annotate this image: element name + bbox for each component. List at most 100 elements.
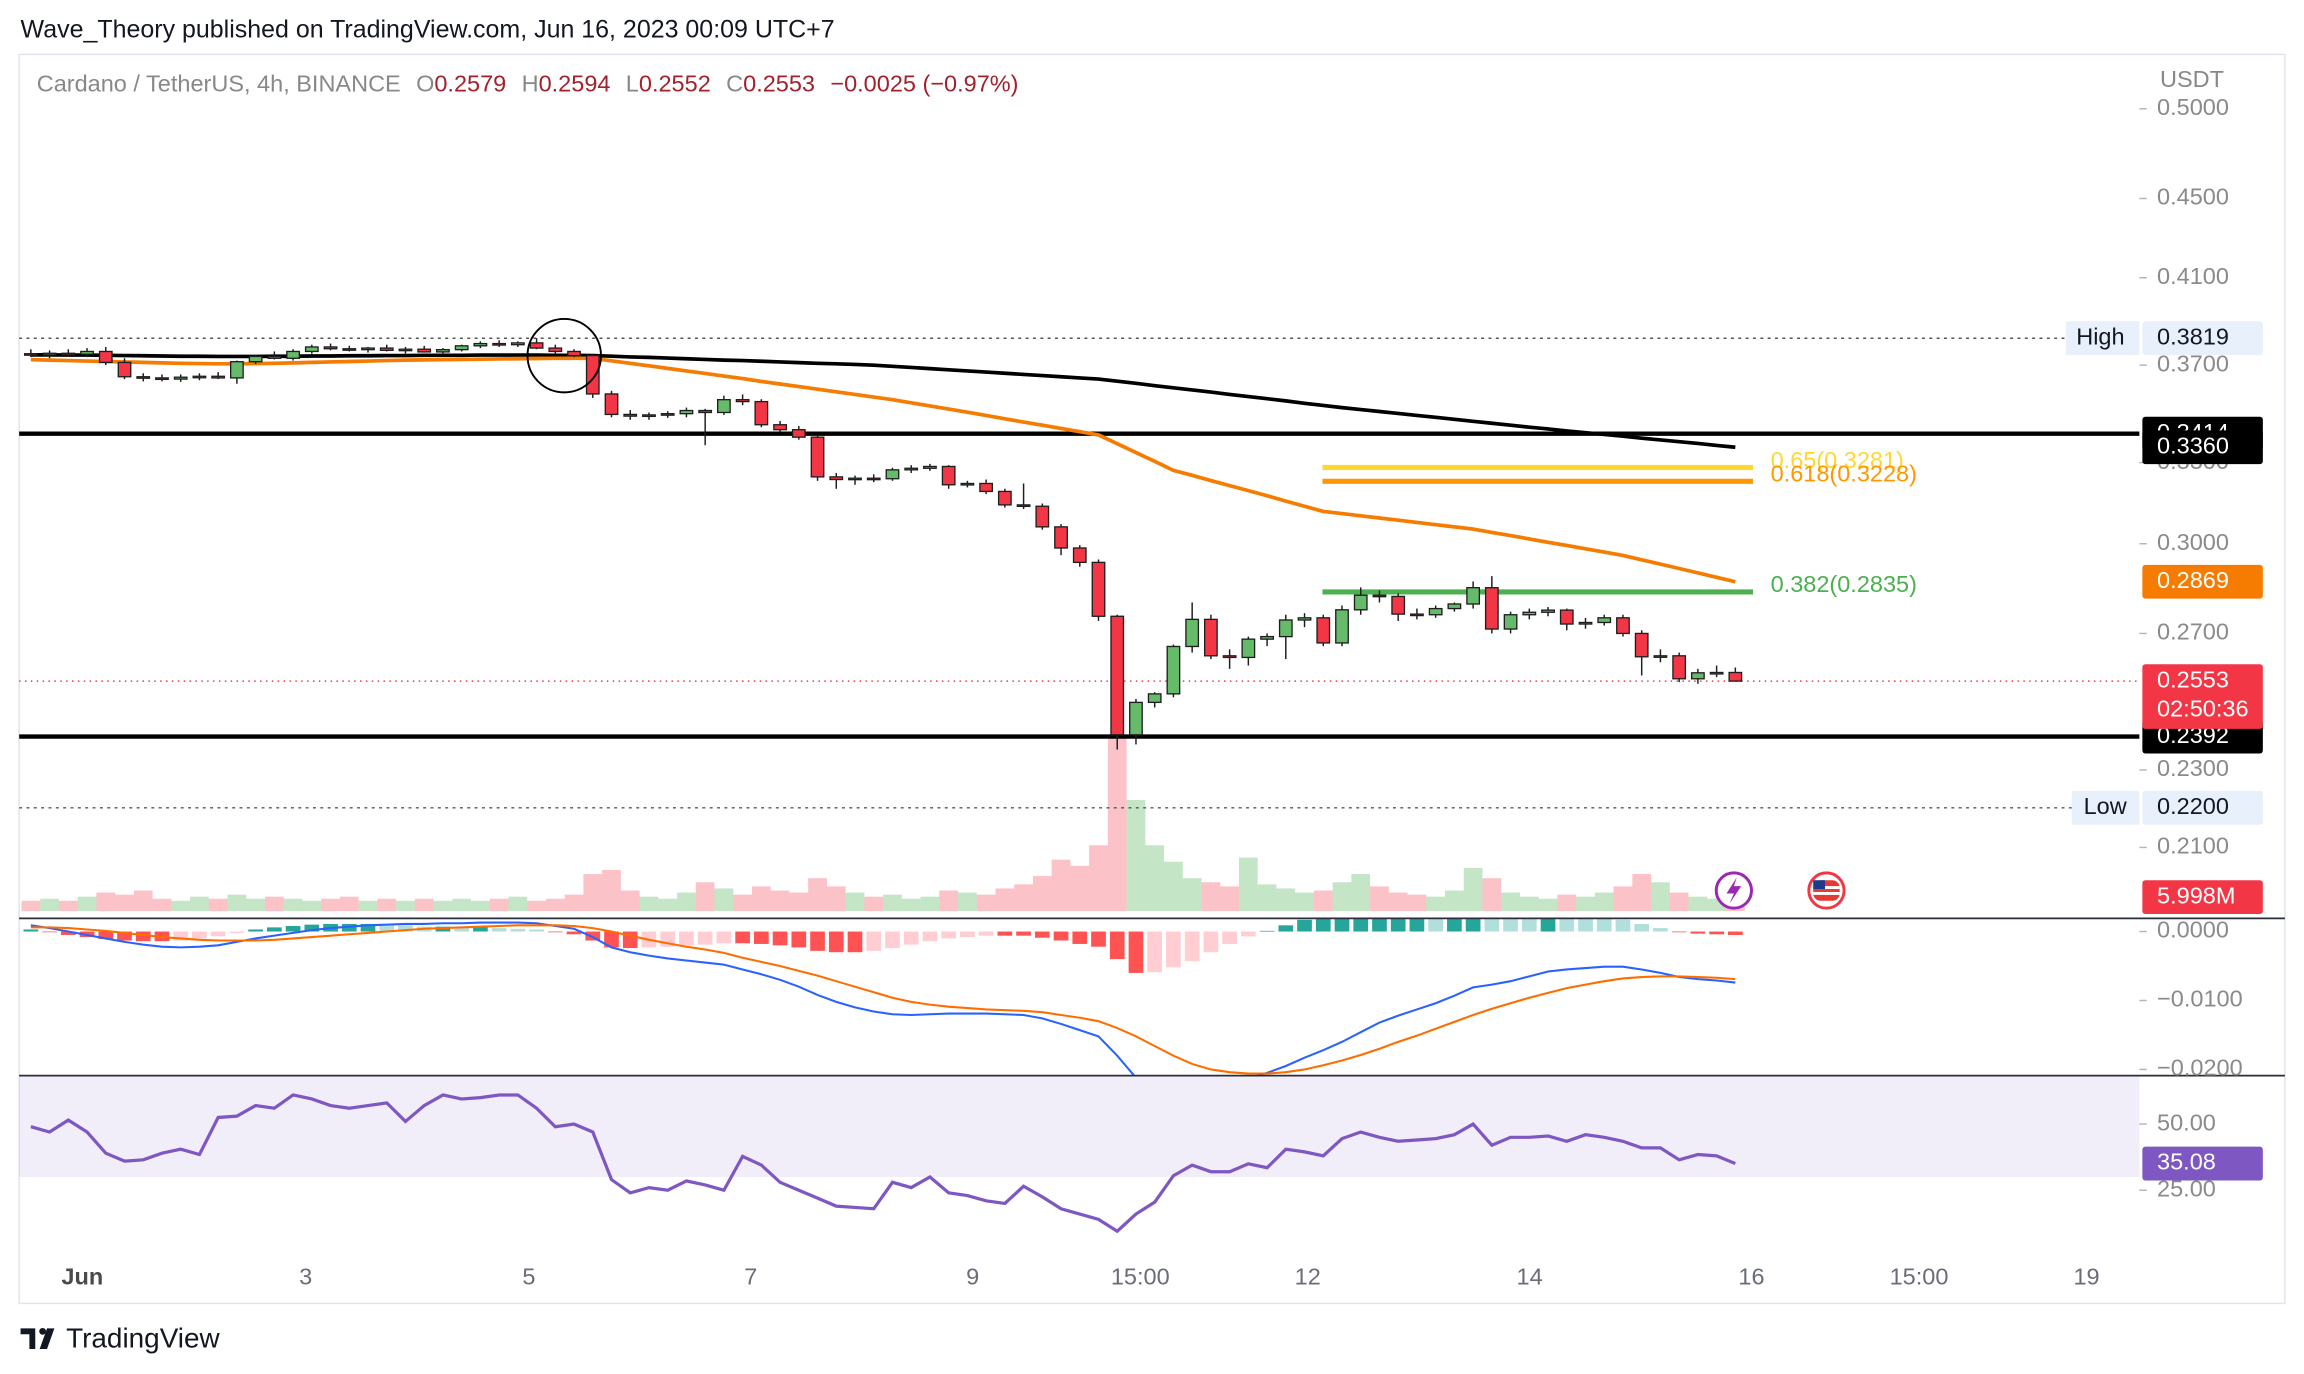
volume-bar	[40, 898, 59, 912]
macd-histogram-bar	[341, 923, 357, 932]
rsi-line	[30, 1093, 1736, 1234]
ma-value: 0.3360	[2157, 432, 2229, 458]
volume-bar	[1313, 890, 1333, 912]
volume-bar	[639, 896, 659, 912]
volume-bar	[1126, 799, 1146, 912]
macd-line	[30, 924, 1736, 1075]
macd-histogram-bar	[922, 931, 938, 942]
volume-bar	[171, 900, 191, 912]
candle-body	[716, 399, 731, 414]
candle-body	[42, 352, 57, 356]
volume-bar	[1276, 888, 1296, 912]
high-value-box	[2142, 321, 2263, 356]
candle-body	[1634, 632, 1649, 658]
candle-body	[417, 348, 432, 353]
logo-text: TradingView	[66, 1323, 220, 1354]
volume-bar	[1201, 882, 1221, 912]
macd-histogram-bar	[604, 931, 619, 948]
candle-body	[1447, 603, 1462, 610]
candle-body	[1091, 561, 1106, 617]
legend-letter: O	[416, 70, 434, 96]
candle-body	[791, 429, 806, 438]
macd-histogram-bar	[1671, 931, 1687, 933]
candle-body	[248, 355, 263, 363]
candle-body	[1297, 617, 1312, 621]
macd-histogram-bar	[679, 931, 694, 946]
volume-bar	[583, 874, 603, 912]
macd-histogram-bar	[960, 931, 975, 938]
y-tick-label: 0.2700	[2157, 619, 2229, 645]
volume-bar	[1557, 894, 1577, 912]
legend-open: 0.2579	[434, 70, 506, 96]
candle-body	[286, 350, 300, 359]
candle-body	[1578, 621, 1593, 625]
candle-body	[80, 350, 94, 355]
flag-stripe	[1813, 886, 1840, 890]
ma-value-box	[2142, 430, 2263, 465]
volume-bar	[152, 898, 172, 912]
volume-bar	[396, 900, 415, 912]
macd-histogram-bar	[1428, 918, 1444, 932]
candle-body	[529, 342, 544, 349]
macd-histogram-bar	[1634, 923, 1650, 932]
macd-histogram-bar	[1315, 918, 1331, 932]
macd-histogram-bar	[1690, 931, 1706, 934]
y-tick-label: 0.2100	[2157, 833, 2229, 859]
macd-histogram-bar	[1147, 931, 1163, 973]
candle-body	[1503, 614, 1518, 630]
candle-body	[323, 346, 338, 350]
macd-histogram-bar	[398, 925, 413, 932]
macd-histogram-bar	[23, 929, 39, 932]
volume-bar	[302, 900, 322, 912]
x-tick-label: 16	[1738, 1264, 1764, 1290]
volume-bar	[995, 888, 1015, 912]
macd-histogram-bar	[1241, 931, 1256, 937]
axis-layer: 0.50000.45000.41000.37000.33000.30000.27…	[61, 94, 2263, 1290]
macd-histogram-bar	[1222, 931, 1237, 944]
event-icon[interactable]	[1807, 871, 1846, 910]
candle-body	[923, 465, 937, 469]
candle-body	[773, 424, 787, 431]
volume-bar	[452, 898, 472, 912]
macd-histogram-bar	[529, 929, 544, 932]
indicator-icon[interactable]	[1714, 871, 1753, 910]
macd-histogram-bar	[173, 931, 189, 941]
candle-body	[1541, 609, 1555, 613]
macd-histogram-bar	[435, 926, 451, 932]
macd-layer	[23, 918, 1743, 1076]
volume-bar	[1182, 878, 1202, 912]
candle-body	[1147, 693, 1162, 704]
macd-histogram-bar	[1596, 918, 1612, 932]
candle-body	[1222, 655, 1237, 659]
macd-histogram-bar	[866, 931, 882, 951]
flag-stripe	[1813, 891, 1840, 895]
volume-bar	[564, 894, 584, 912]
lightning[interactable]	[1726, 877, 1742, 904]
volume-bar	[958, 892, 977, 912]
volume-bar	[339, 896, 359, 912]
y-tick-label: 0.0000	[2157, 917, 2229, 943]
volume-bar	[620, 890, 640, 912]
volume-bar	[733, 894, 752, 912]
macd-histogram-bar	[1184, 931, 1200, 962]
y-tick-label: 0.3000	[2157, 529, 2229, 555]
volume-bar	[58, 900, 78, 912]
macd-histogram-bar	[491, 928, 507, 932]
macd-histogram-bar	[735, 931, 750, 944]
candle-body	[941, 465, 956, 486]
macd-histogram-bar	[1372, 918, 1387, 932]
macd-histogram-bar	[379, 924, 395, 932]
candle-body	[361, 347, 375, 351]
macd-histogram-bar	[210, 931, 226, 937]
candle-body	[1129, 701, 1143, 736]
candle-body	[1054, 526, 1068, 549]
x-tick-label: 14	[1517, 1264, 1543, 1290]
candle-body	[304, 346, 319, 353]
macd-histogram-bar	[978, 931, 994, 936]
macd-histogram-bar	[1503, 918, 1518, 932]
volume-bar	[1576, 896, 1595, 912]
volume-bar	[770, 890, 790, 912]
macd-histogram-bar	[1578, 918, 1593, 932]
